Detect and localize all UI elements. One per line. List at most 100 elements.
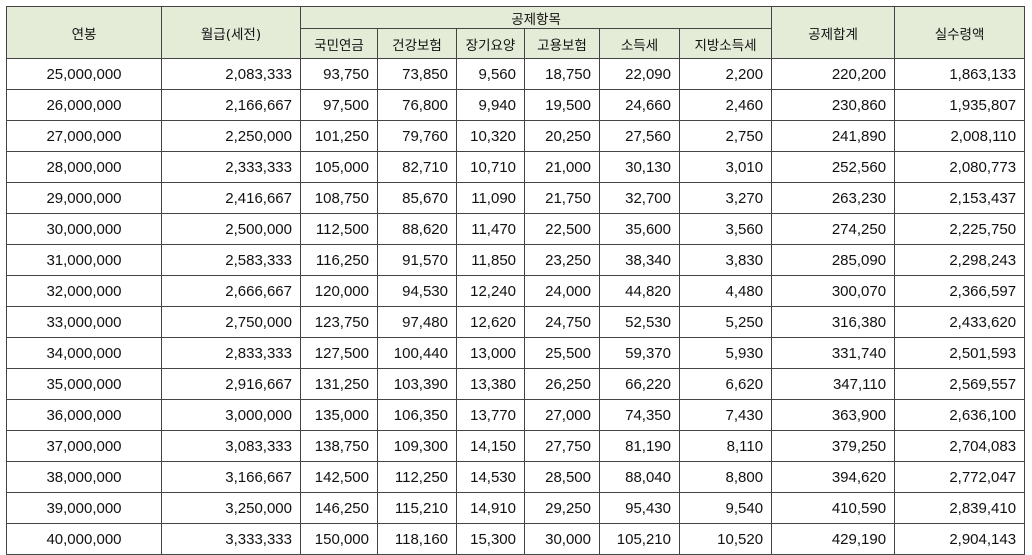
table-row: 25,000,000 2,083,333 93,750 73,850 9,560 18,7… <box>6 58 1026 90</box>
cell-employment-insurance: 22,500 <box>524 213 600 245</box>
table-row: 28,000,000 2,333,333 105,000 82,710 10,710 21… <box>6 151 1026 183</box>
cell-national-pension: 101,250 <box>300 120 378 152</box>
cell-net-pay: 2,366,597 <box>894 275 1026 307</box>
cell-employment-insurance: 24,750 <box>524 306 600 338</box>
header-annual-salary: 연봉 <box>6 6 162 59</box>
cell-total-deduction: 331,740 <box>771 337 896 369</box>
table-row: 35,000,000 2,916,667 131,250 103,390 13,380 2… <box>6 368 1026 400</box>
cell-income-tax: 27,560 <box>599 120 680 152</box>
cell-net-pay: 2,704,083 <box>894 430 1026 462</box>
header-deduction-group: 공제항목 <box>299 6 773 29</box>
cell-total-deduction: 347,110 <box>771 368 896 400</box>
cell-health-insurance: 94,530 <box>377 275 457 307</box>
cell-national-pension: 112,500 <box>300 213 378 245</box>
cell-total-deduction: 263,230 <box>771 182 896 214</box>
cell-income-tax: 44,820 <box>599 275 680 307</box>
cell-longterm-care: 13,000 <box>456 337 525 369</box>
cell-health-insurance: 97,480 <box>377 306 457 338</box>
cell-annual-salary: 38,000,000 <box>6 461 162 493</box>
cell-income-tax: 74,350 <box>599 399 680 431</box>
cell-longterm-care: 11,470 <box>456 213 525 245</box>
cell-total-deduction: 379,250 <box>771 430 896 462</box>
cell-total-deduction: 241,890 <box>771 120 896 152</box>
cell-national-pension: 116,250 <box>300 244 378 276</box>
cell-income-tax: 52,530 <box>599 306 680 338</box>
cell-total-deduction: 220,200 <box>771 58 896 90</box>
cell-longterm-care: 9,940 <box>456 89 525 121</box>
cell-monthly-salary: 2,416,667 <box>161 182 301 214</box>
cell-local-income-tax: 3,270 <box>678 182 773 214</box>
cell-income-tax: 88,040 <box>599 461 680 493</box>
cell-employment-insurance: 23,250 <box>524 244 600 276</box>
cell-longterm-care: 12,240 <box>456 275 525 307</box>
cell-monthly-salary: 3,333,333 <box>161 523 301 555</box>
cell-income-tax: 66,220 <box>599 368 680 400</box>
cell-longterm-care: 10,320 <box>456 120 525 152</box>
cell-health-insurance: 112,250 <box>377 461 457 493</box>
cell-longterm-care: 13,770 <box>456 399 525 431</box>
cell-net-pay: 2,501,593 <box>894 337 1026 369</box>
cell-local-income-tax: 3,010 <box>678 151 773 183</box>
header-employment-insurance: 고용보험 <box>524 28 600 59</box>
cell-national-pension: 97,500 <box>300 89 378 121</box>
cell-income-tax: 24,660 <box>599 89 680 121</box>
cell-longterm-care: 14,150 <box>456 430 525 462</box>
cell-employment-insurance: 25,500 <box>524 337 600 369</box>
cell-annual-salary: 32,000,000 <box>6 275 162 307</box>
cell-local-income-tax: 6,620 <box>678 368 773 400</box>
cell-annual-salary: 35,000,000 <box>6 368 162 400</box>
cell-employment-insurance: 26,250 <box>524 368 600 400</box>
cell-longterm-care: 15,300 <box>456 523 525 555</box>
cell-net-pay: 2,904,143 <box>894 523 1026 555</box>
cell-monthly-salary: 3,000,000 <box>161 399 301 431</box>
cell-employment-insurance: 18,750 <box>524 58 600 90</box>
cell-total-deduction: 230,860 <box>771 89 896 121</box>
cell-longterm-care: 11,850 <box>456 244 525 276</box>
cell-net-pay: 2,636,100 <box>894 399 1026 431</box>
cell-local-income-tax: 3,560 <box>678 213 773 245</box>
header-net-pay: 실수령액 <box>894 6 1026 59</box>
cell-monthly-salary: 2,500,000 <box>161 213 301 245</box>
cell-income-tax: 105,210 <box>599 523 680 555</box>
cell-national-pension: 120,000 <box>300 275 378 307</box>
table-row: 33,000,000 2,750,000 123,750 97,480 12,620 24… <box>6 306 1026 338</box>
cell-local-income-tax: 7,430 <box>678 399 773 431</box>
cell-total-deduction: 363,900 <box>771 399 896 431</box>
table-row: 26,000,000 2,166,667 97,500 76,800 9,940 19,5… <box>6 89 1026 121</box>
cell-local-income-tax: 2,750 <box>678 120 773 152</box>
cell-longterm-care: 12,620 <box>456 306 525 338</box>
cell-net-pay: 2,772,047 <box>894 461 1026 493</box>
cell-income-tax: 35,600 <box>599 213 680 245</box>
cell-national-pension: 135,000 <box>300 399 378 431</box>
cell-monthly-salary: 2,250,000 <box>161 120 301 152</box>
cell-health-insurance: 109,300 <box>377 430 457 462</box>
cell-employment-insurance: 21,750 <box>524 182 600 214</box>
cell-national-pension: 127,500 <box>300 337 378 369</box>
cell-monthly-salary: 2,083,333 <box>161 58 301 90</box>
table-row: 37,000,000 3,083,333 138,750 109,300 14,150 2… <box>6 430 1026 462</box>
cell-net-pay: 2,569,557 <box>894 368 1026 400</box>
cell-local-income-tax: 2,460 <box>678 89 773 121</box>
table-row: 36,000,000 3,000,000 135,000 106,350 13,770 2… <box>6 399 1026 431</box>
cell-local-income-tax: 5,930 <box>678 337 773 369</box>
cell-health-insurance: 115,210 <box>377 492 457 524</box>
cell-local-income-tax: 4,480 <box>678 275 773 307</box>
cell-national-pension: 146,250 <box>300 492 378 524</box>
cell-monthly-salary: 2,916,667 <box>161 368 301 400</box>
cell-monthly-salary: 3,250,000 <box>161 492 301 524</box>
cell-annual-salary: 37,000,000 <box>6 430 162 462</box>
cell-employment-insurance: 29,250 <box>524 492 600 524</box>
cell-annual-salary: 31,000,000 <box>6 244 162 276</box>
cell-national-pension: 123,750 <box>300 306 378 338</box>
cell-net-pay: 2,080,773 <box>894 151 1026 183</box>
cell-employment-insurance: 19,500 <box>524 89 600 121</box>
header-local-income-tax: 지방소득세 <box>678 28 773 59</box>
table-row: 29,000,000 2,416,667 108,750 85,670 11,090 21… <box>6 182 1026 214</box>
cell-net-pay: 2,839,410 <box>894 492 1026 524</box>
cell-health-insurance: 82,710 <box>377 151 457 183</box>
cell-total-deduction: 429,190 <box>771 523 896 555</box>
cell-net-pay: 1,863,133 <box>894 58 1026 90</box>
cell-monthly-salary: 2,833,333 <box>161 337 301 369</box>
cell-annual-salary: 34,000,000 <box>6 337 162 369</box>
cell-income-tax: 81,190 <box>599 430 680 462</box>
